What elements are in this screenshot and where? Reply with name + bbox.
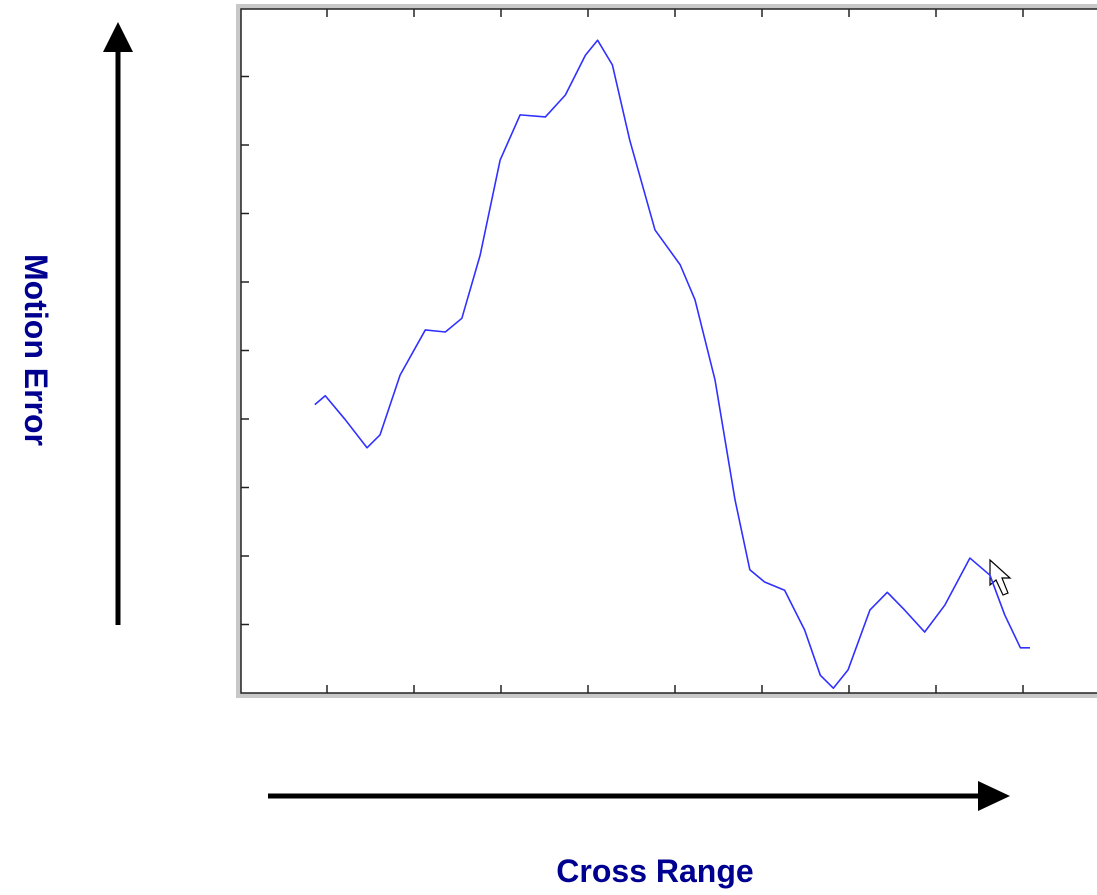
plot-area: [240, 8, 1097, 694]
x-arrow-head: [978, 781, 1010, 811]
cursor: [989, 558, 1012, 596]
data-line: [314, 39, 1030, 690]
y-axis-label: Motion Error: [18, 254, 54, 446]
x-axis-label: Cross Range: [556, 853, 753, 889]
y-arrow-head: [103, 22, 133, 52]
